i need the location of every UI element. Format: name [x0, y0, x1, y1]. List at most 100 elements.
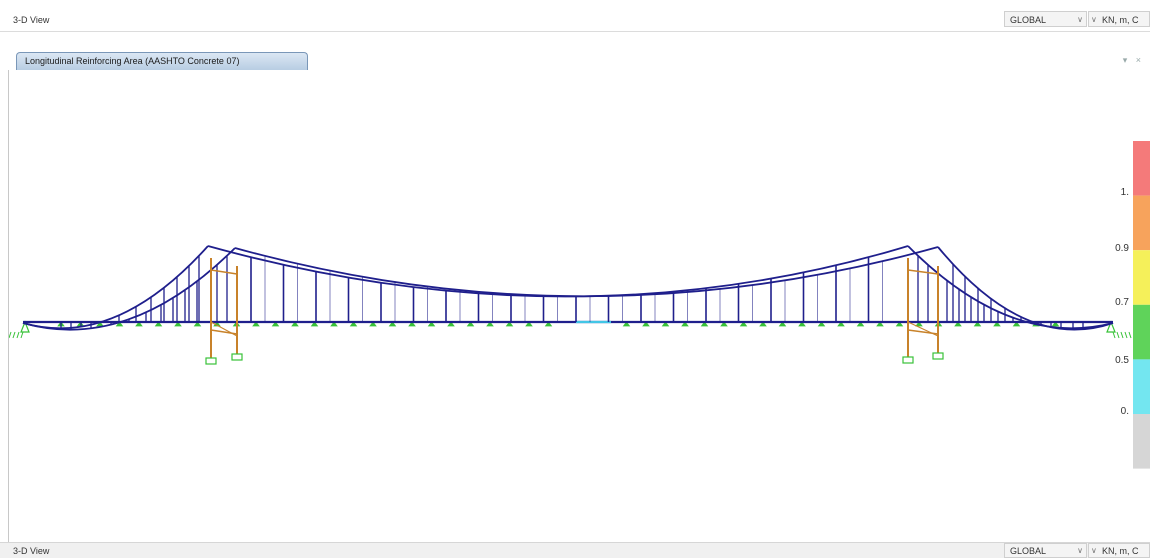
status-coord-system-dropdown[interactable]: GLOBAL ∨	[1004, 543, 1087, 558]
support-marker	[486, 321, 494, 327]
support-marker	[310, 321, 319, 327]
support-marker	[856, 321, 865, 327]
support-triangle	[1106, 320, 1116, 333]
support-marker	[759, 321, 767, 327]
status-units-dropdown[interactable]: ∨ KN, m, C	[1088, 543, 1150, 558]
tab-strip: Longitudinal Reinforcing Area (AASHTO Co…	[8, 46, 1150, 71]
left-tower-foundation-right	[231, 353, 243, 361]
support-marker	[993, 321, 1001, 327]
status-bar: 3-D View GLOBAL ∨ ∨ KN, m, C	[0, 542, 1150, 558]
support-marker	[739, 321, 748, 327]
color-legend: 1. 0.9 0.7 0.5 0.	[1115, 141, 1150, 469]
support-marker	[798, 321, 806, 327]
support-marker	[369, 321, 377, 327]
view-title: 3-D View	[13, 15, 50, 25]
legend-tick-label: 0.5	[1115, 355, 1129, 366]
coord-system-dropdown[interactable]: GLOBAL ∨	[1004, 11, 1087, 27]
right-tower-foundation-left	[902, 356, 914, 364]
status-units-value: KN, m, C	[1102, 546, 1139, 556]
legend-band	[1133, 250, 1150, 305]
support-marker	[681, 321, 689, 327]
legend-tick-label: 0.	[1121, 406, 1129, 417]
hanger-cables	[60, 255, 1084, 330]
support-hatch	[1124, 331, 1128, 339]
support-hatch	[1120, 331, 1124, 339]
deck-supports	[9, 320, 1132, 339]
left-tower-top-beam	[210, 269, 238, 275]
support-hatch	[16, 331, 20, 339]
legend-tick-label: 0.7	[1115, 297, 1129, 308]
support-marker	[642, 321, 650, 327]
support-marker	[135, 321, 143, 327]
legend-band	[1133, 414, 1150, 469]
support-marker	[876, 321, 884, 327]
support-marker	[174, 321, 182, 327]
support-hatch	[1128, 331, 1132, 339]
support-marker	[154, 321, 163, 327]
support-marker	[330, 321, 338, 327]
support-marker	[525, 321, 533, 327]
support-marker	[954, 321, 962, 327]
left-back-cable-a	[22, 245, 209, 330]
units-value: KN, m, C	[1102, 15, 1139, 25]
support-marker	[271, 321, 280, 327]
left-tower-brace	[210, 321, 238, 337]
right-tower-top-beam	[907, 269, 939, 275]
support-marker	[408, 321, 416, 327]
support-marker	[1012, 321, 1021, 327]
left-tower-foundation-left	[205, 357, 217, 365]
chevron-down-icon: ∨	[1091, 546, 1097, 555]
support-marker	[349, 321, 358, 327]
support-marker	[622, 321, 631, 327]
main-span-cable-b	[234, 246, 939, 298]
legend-tick-label: 1.	[1121, 187, 1129, 198]
tab-longitudinal-reinforcing-area[interactable]: Longitudinal Reinforcing Area (AASHTO Co…	[16, 52, 308, 70]
right-tower-foundation-right	[932, 352, 944, 360]
support-marker	[1051, 321, 1060, 327]
right-back-cable-a	[907, 245, 1114, 330]
model-view-canvas[interactable]: 1. 0.9 0.7 0.5 0.	[8, 70, 1150, 542]
chevron-down-icon: ∨	[1077, 546, 1083, 555]
towers	[205, 258, 944, 365]
legend-tick-label: 0.9	[1115, 243, 1129, 254]
support-marker	[720, 321, 728, 327]
support-marker	[895, 321, 904, 327]
support-hatch	[1112, 331, 1116, 339]
support-marker	[252, 321, 260, 327]
support-hatch	[12, 331, 16, 339]
support-marker	[505, 321, 514, 327]
support-marker	[96, 321, 104, 327]
support-marker	[778, 321, 787, 327]
chevron-down-icon: ∨	[1077, 15, 1083, 24]
coord-system-value: GLOBAL	[1010, 15, 1047, 25]
status-view-title: 3-D View	[13, 546, 50, 556]
support-hatch	[20, 331, 24, 339]
support-marker	[700, 321, 709, 327]
support-marker	[544, 321, 553, 327]
left-back-cable-b	[22, 247, 236, 331]
support-marker	[973, 321, 982, 327]
right-tower-brace	[907, 321, 939, 337]
support-hatch	[1116, 331, 1120, 339]
legend-band	[1133, 304, 1150, 360]
left-abutment	[9, 320, 30, 339]
legend-band	[1133, 141, 1150, 196]
support-marker	[427, 321, 436, 327]
status-coord-system-value: GLOBAL	[1010, 546, 1047, 556]
chevron-down-icon: ∨	[1091, 15, 1097, 24]
support-triangle	[20, 320, 30, 333]
bridge-model-drawing[interactable]: 1. 0.9 0.7 0.5 0.	[9, 70, 1150, 542]
legend-band	[1133, 359, 1150, 414]
support-marker	[817, 321, 826, 327]
right-abutment	[1106, 320, 1132, 339]
support-marker	[115, 321, 124, 327]
support-marker	[466, 321, 475, 327]
units-dropdown[interactable]: ∨ KN, m, C	[1088, 11, 1150, 27]
support-marker	[447, 321, 455, 327]
main-cables	[22, 245, 1114, 331]
support-marker	[661, 321, 670, 327]
legend-band	[1133, 195, 1150, 251]
pane-controls[interactable]: ▾ ×	[1122, 55, 1144, 65]
support-marker	[291, 321, 299, 327]
support-marker	[193, 321, 202, 327]
